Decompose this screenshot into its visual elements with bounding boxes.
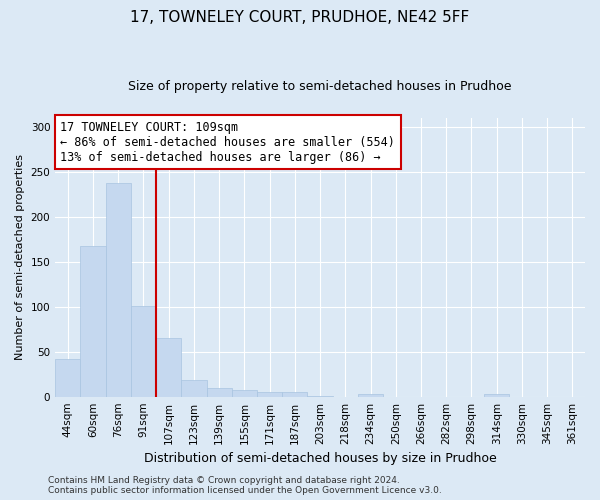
- Bar: [181, 380, 206, 396]
- Y-axis label: Number of semi-detached properties: Number of semi-detached properties: [15, 154, 25, 360]
- Bar: [55, 359, 80, 397]
- Text: 17, TOWNELEY COURT, PRUDHOE, NE42 5FF: 17, TOWNELEY COURT, PRUDHOE, NE42 5FF: [130, 10, 470, 25]
- X-axis label: Distribution of semi-detached houses by size in Prudhoe: Distribution of semi-detached houses by …: [144, 452, 496, 465]
- Bar: [80, 246, 106, 396]
- Bar: [156, 338, 181, 396]
- Bar: [206, 388, 232, 396]
- Bar: [484, 394, 509, 396]
- Bar: [131, 306, 156, 396]
- Bar: [232, 390, 257, 396]
- Text: 17 TOWNELEY COURT: 109sqm
← 86% of semi-detached houses are smaller (554)
13% of: 17 TOWNELEY COURT: 109sqm ← 86% of semi-…: [61, 120, 395, 164]
- Bar: [257, 392, 282, 396]
- Bar: [106, 182, 131, 396]
- Bar: [358, 394, 383, 396]
- Bar: [282, 392, 307, 396]
- Title: Size of property relative to semi-detached houses in Prudhoe: Size of property relative to semi-detach…: [128, 80, 512, 93]
- Text: Contains HM Land Registry data © Crown copyright and database right 2024.
Contai: Contains HM Land Registry data © Crown c…: [48, 476, 442, 495]
